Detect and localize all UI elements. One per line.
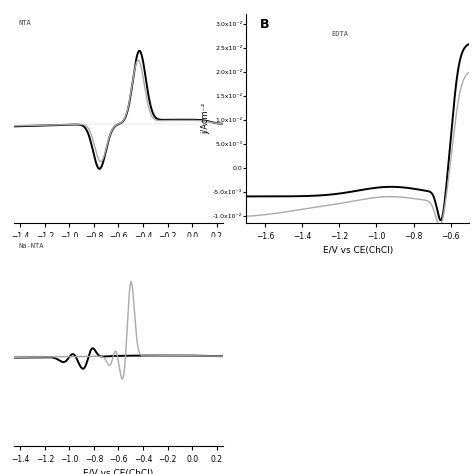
Text: NTA: NTA xyxy=(18,20,31,27)
Text: Na-NTA: Na-NTA xyxy=(18,243,44,249)
Y-axis label: j/Acm⁻²: j/Acm⁻² xyxy=(201,103,210,134)
Text: EDTA: EDTA xyxy=(331,31,348,37)
X-axis label: E/V vs CE(ChCl): E/V vs CE(ChCl) xyxy=(323,246,393,255)
X-axis label: E/V vs CE(ChCl): E/V vs CE(ChCl) xyxy=(83,246,154,255)
X-axis label: E/V vs CE(ChCl): E/V vs CE(ChCl) xyxy=(83,469,154,474)
Text: B: B xyxy=(260,18,269,31)
